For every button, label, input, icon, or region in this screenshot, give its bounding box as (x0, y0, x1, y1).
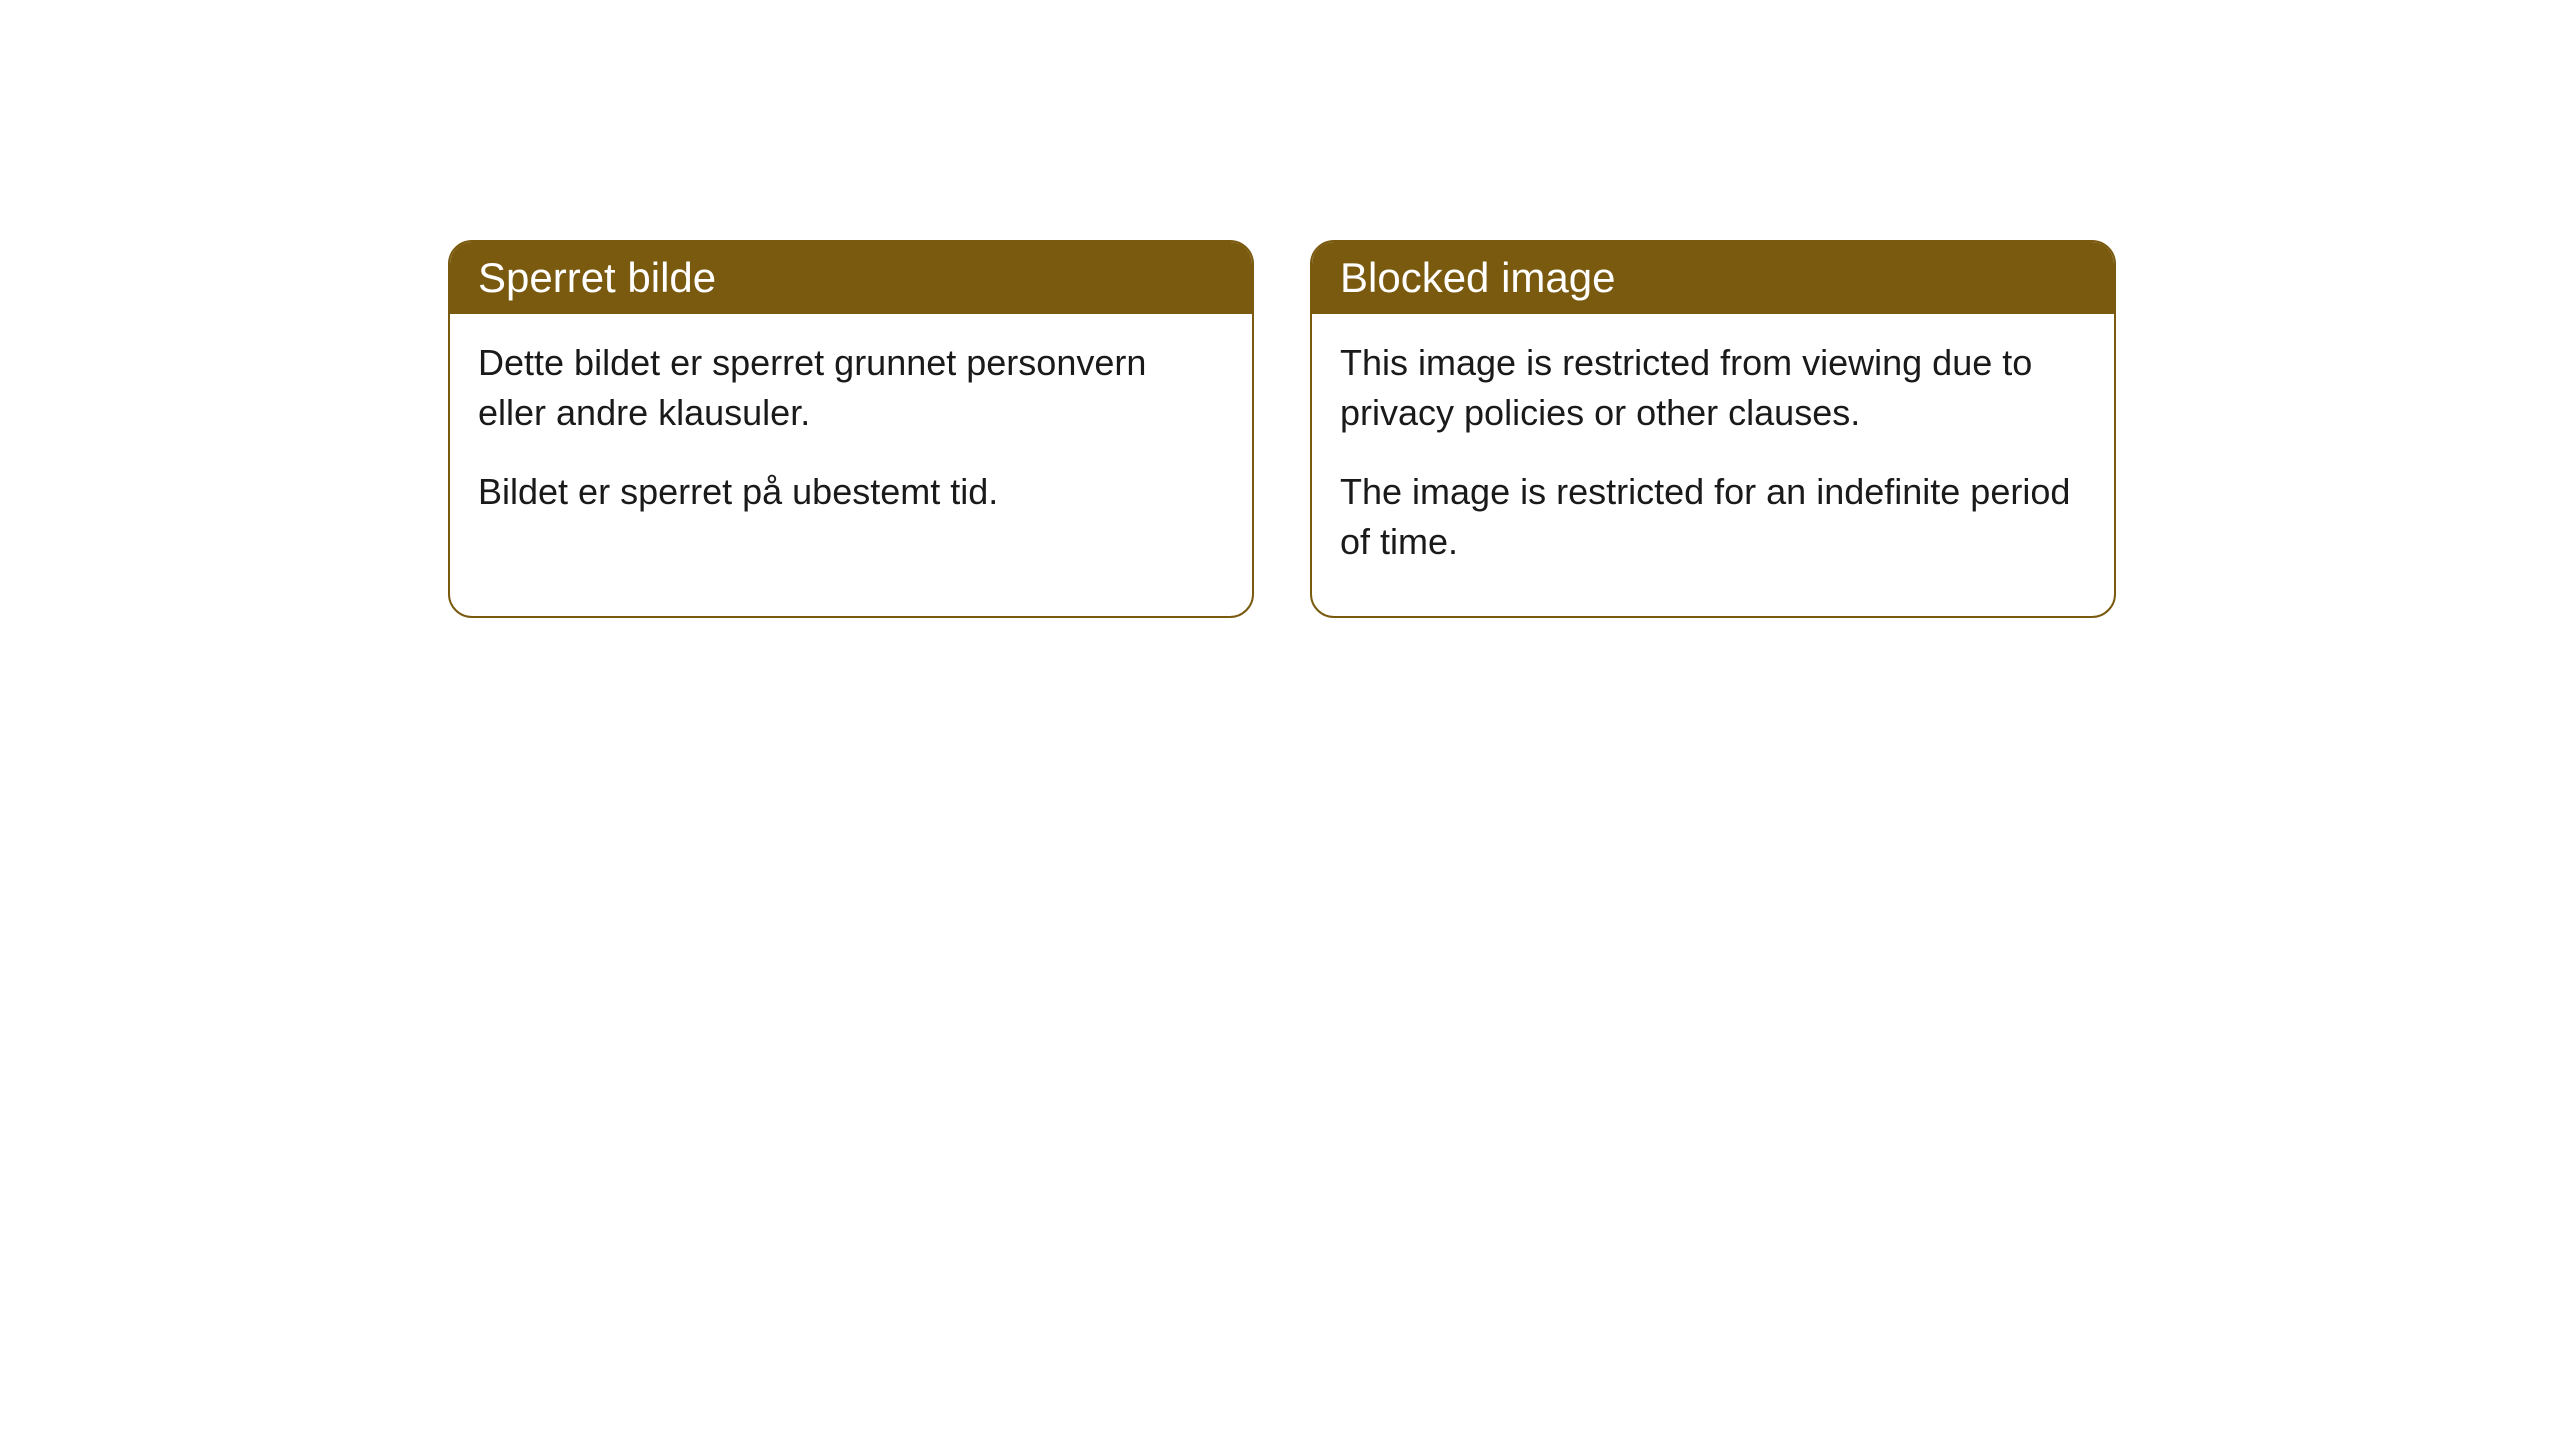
card-body: Dette bildet er sperret grunnet personve… (450, 314, 1252, 565)
card-title: Blocked image (1340, 254, 1615, 301)
card-header: Sperret bilde (450, 242, 1252, 314)
notice-card-norwegian: Sperret bilde Dette bildet er sperret gr… (448, 240, 1254, 618)
card-paragraph: Bildet er sperret på ubestemt tid. (478, 467, 1224, 517)
card-paragraph: Dette bildet er sperret grunnet personve… (478, 338, 1224, 439)
card-header: Blocked image (1312, 242, 2114, 314)
card-paragraph: The image is restricted for an indefinit… (1340, 467, 2086, 568)
card-body: This image is restricted from viewing du… (1312, 314, 2114, 616)
card-paragraph: This image is restricted from viewing du… (1340, 338, 2086, 439)
card-title: Sperret bilde (478, 254, 716, 301)
notice-card-english: Blocked image This image is restricted f… (1310, 240, 2116, 618)
notice-container: Sperret bilde Dette bildet er sperret gr… (0, 0, 2560, 618)
